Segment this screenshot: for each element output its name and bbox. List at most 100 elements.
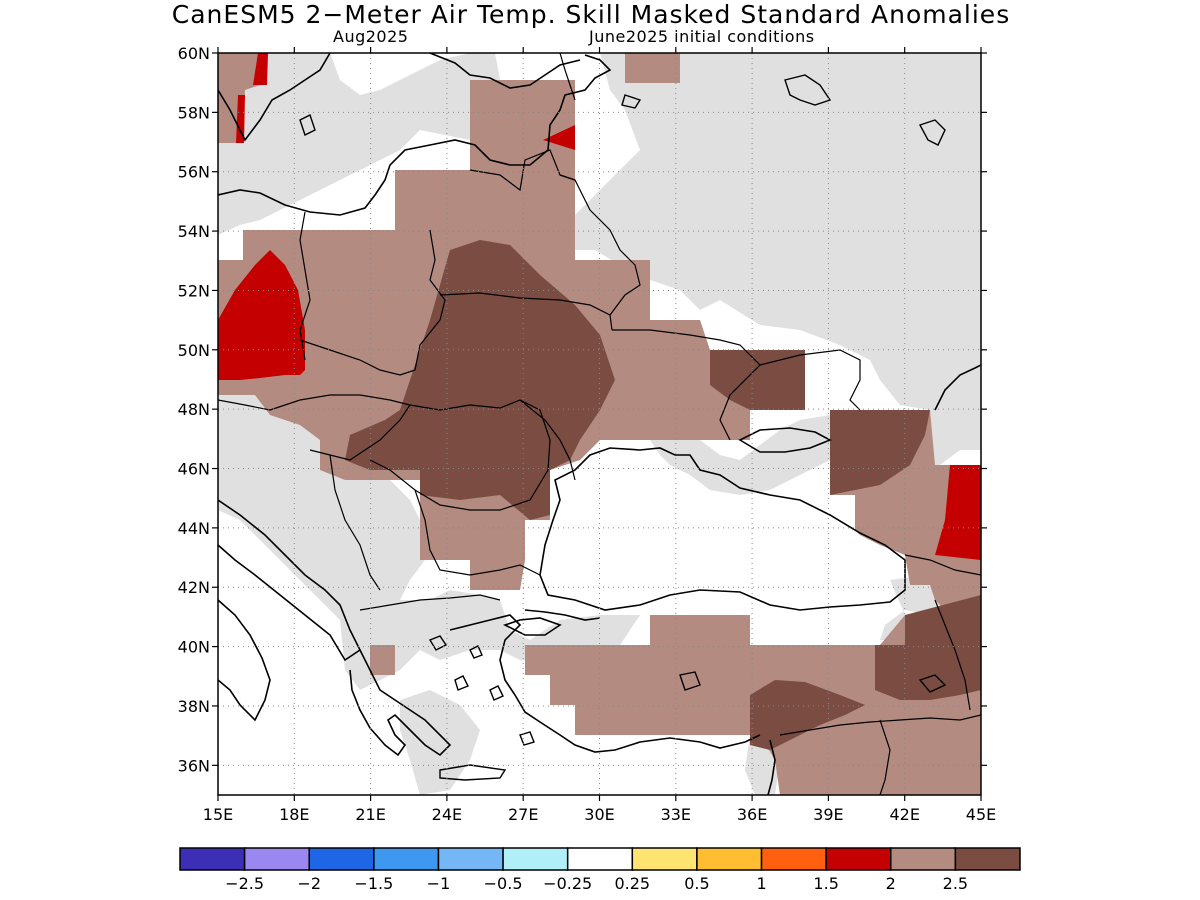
grid-lines: [218, 53, 981, 795]
anomaly-region-latvia: [543, 125, 575, 150]
border-baltic-states: [469, 149, 576, 192]
colorbar-swatch: [179, 847, 246, 871]
aegean-island-4: [489, 685, 504, 701]
azov-sea-coast: [738, 427, 832, 453]
border-ukraine-russia: [612, 329, 761, 441]
lon-tick-label: 18E: [279, 805, 309, 824]
lake-van-outline: [918, 674, 947, 693]
border-czech-slovakia: [299, 339, 416, 376]
aegean-island-3: [454, 675, 469, 691]
border-romania: [369, 399, 551, 511]
adriatic-coast: [218, 499, 362, 662]
border-austria-hungary: [218, 399, 271, 411]
colorbar-swatch: [566, 847, 634, 871]
lake-peipus-outline: [621, 94, 642, 109]
border-moldova: [519, 399, 576, 481]
italy-coast: [218, 599, 271, 722]
latitude-tick-labels: 60N 58N 56N 54N 52N 50N 48N 46N 44N 42N 40N 38N 36N: [178, 44, 987, 775]
masked-region-russia: [575, 53, 981, 465]
border-poland-belarus: [414, 229, 446, 371]
map-plot-area: [218, 53, 981, 795]
colorbar-label: 1: [756, 874, 766, 893]
colorbar-label: −0.5: [484, 874, 523, 893]
colorbar-swatch: [373, 847, 440, 871]
border-turkey-east: [934, 599, 971, 711]
colorbar-swatch: [243, 847, 310, 871]
lat-tick-label: 56N: [178, 163, 210, 182]
colorbar-swatch: [825, 847, 892, 871]
aegean-island-2: [469, 645, 483, 659]
anomaly-region-coast-sliver: [236, 95, 245, 143]
black-sea-coast: [539, 447, 906, 611]
lat-tick-label: 54N: [178, 222, 210, 241]
lon-tick-label: 45E: [966, 805, 996, 824]
lon-tick-label: 33E: [661, 805, 691, 824]
lakes-and-islands: [299, 74, 947, 781]
colorbar-swatch: [437, 847, 504, 871]
anatolia-north-coast: [524, 609, 601, 621]
lat-tick-label: 44N: [178, 519, 210, 538]
forecast-month: Aug2025: [333, 27, 409, 46]
country-borders: [218, 53, 981, 795]
colorbar-label: 2: [886, 874, 896, 893]
anomaly-region-greece-islet: [370, 645, 395, 675]
lon-tick-label: 24E: [432, 805, 462, 824]
border-belarus-russia: [559, 174, 641, 316]
colorbar-swatch: [502, 847, 569, 871]
anomaly-region-caspian-west: [935, 465, 981, 560]
border-bulgaria: [414, 489, 541, 576]
gotland-outline: [299, 114, 316, 136]
lon-tick-label: 39E: [813, 805, 843, 824]
lat-tick-label: 52N: [178, 281, 210, 300]
lon-tick-label: 30E: [584, 805, 614, 824]
colorbar-label: 0.5: [684, 874, 709, 893]
anomaly-region-north-caucasus: [830, 410, 930, 495]
lat-tick-label: 50N: [178, 341, 210, 360]
coastlines: [218, 53, 981, 795]
baltic-coast: [218, 54, 612, 216]
lon-tick-label: 15E: [203, 805, 233, 824]
colorbar-swatch: [890, 847, 957, 871]
colorbar-swatch: [954, 847, 1021, 871]
lon-tick-label: 21E: [355, 805, 385, 824]
anomaly-region-baltic-east: [625, 53, 680, 83]
colorbar-label: 2.5: [943, 874, 968, 893]
lon-tick-label: 27E: [508, 805, 538, 824]
lat-tick-label: 40N: [178, 638, 210, 657]
scandinavia-coast: [218, 53, 331, 142]
colorbar-label: 0.25: [614, 874, 650, 893]
colorbar-label: −0.25: [543, 874, 592, 893]
lat-tick-label: 38N: [178, 697, 210, 716]
marmara-coast: [502, 617, 562, 636]
lat-tick-label: 36N: [178, 756, 210, 775]
lat-tick-label: 60N: [178, 44, 210, 63]
longitude-tick-labels: 15E 18E 21E 24E 27E 30E 33E 36E 39E 42E 45E: [203, 47, 996, 824]
colorbar-swatch: [760, 847, 827, 871]
lat-tick-label: 58N: [178, 103, 210, 122]
anomaly-region-east-anatolia: [875, 595, 981, 700]
cyprus-outline: [679, 671, 701, 691]
colorbar-label: −1: [427, 874, 451, 893]
masked-region-crimea: [650, 415, 830, 495]
lake-onega-outline: [918, 119, 946, 146]
lat-tick-label: 48N: [178, 400, 210, 419]
lat-tick-label: 46N: [178, 460, 210, 479]
gulf-of-finland-coast: [429, 53, 581, 89]
anomaly-region-ukraine-core: [345, 240, 615, 520]
lake-ladoga-outline: [784, 74, 832, 106]
levant-coast: [767, 739, 776, 795]
border-turkey-syria: [779, 714, 981, 736]
masked-region-baltic: [218, 53, 500, 235]
colorbar-tick-labels: −2.5 −2 −1.5 −1 −0.5 −0.25 0.25 0.5 1 1.5 2 2.5: [225, 874, 968, 893]
colorbar-swatch: [308, 847, 375, 871]
border-finland-russia: [559, 53, 576, 101]
caspian-coast: [934, 364, 981, 411]
greece-coast: [349, 649, 452, 757]
lon-tick-label: 42E: [889, 805, 919, 824]
colorbar-label: 1.5: [813, 874, 838, 893]
colorbar: [179, 847, 1021, 871]
initial-conditions-label: June2025 initial conditions: [589, 27, 815, 46]
colorbar-swatch: [696, 847, 763, 871]
border-syria-iraq: [879, 719, 891, 795]
